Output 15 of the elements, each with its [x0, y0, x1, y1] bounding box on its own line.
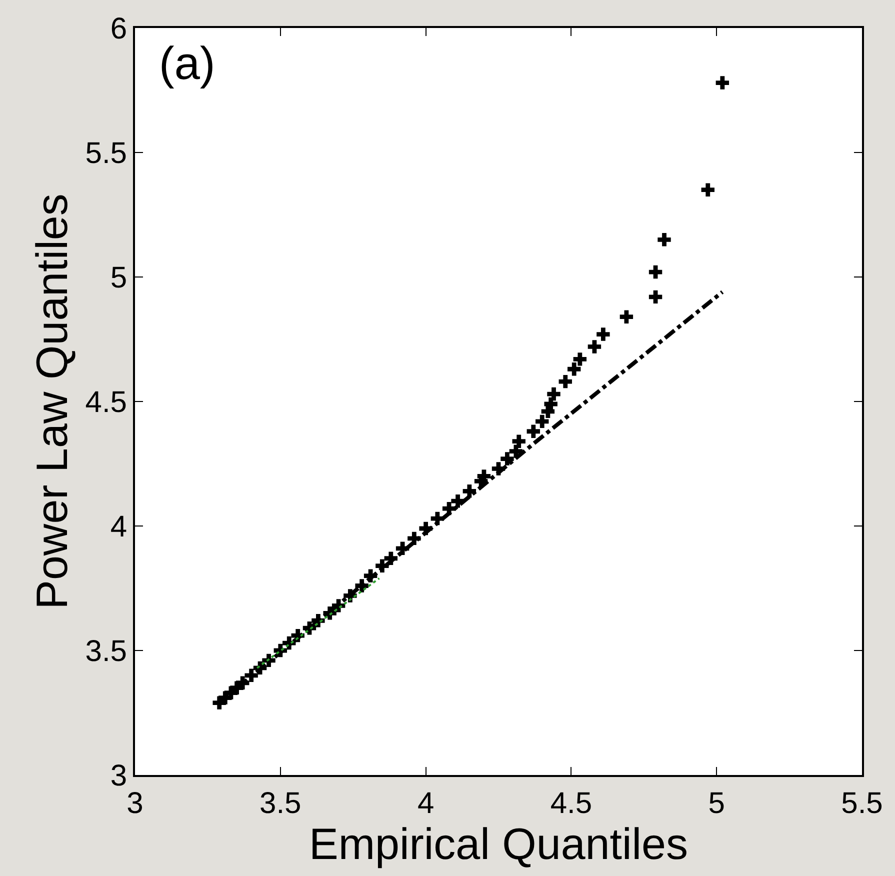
y-tick-label: 4 [110, 510, 127, 544]
annotation: (a) [159, 37, 216, 89]
x-tick-label: 4 [417, 787, 434, 820]
x-tick-label: 4.5 [550, 787, 592, 820]
y-tick-label: 3.5 [85, 635, 127, 668]
x-tick-label: 5 [708, 787, 725, 820]
x-axis-title: Empirical Quantiles [308, 820, 688, 869]
y-tick-label: 5.5 [85, 137, 127, 170]
x-tick-label: 3.5 [260, 787, 302, 820]
y-axis-title: Power Law Quantiles [28, 194, 77, 610]
y-tick-label: 3 [110, 760, 127, 792]
y-tick-label: 6 [110, 12, 127, 46]
x-tick-label: 5.5 [841, 787, 883, 820]
y-tick-label: 4.5 [85, 386, 127, 419]
y-tick-label: 5 [110, 262, 127, 294]
